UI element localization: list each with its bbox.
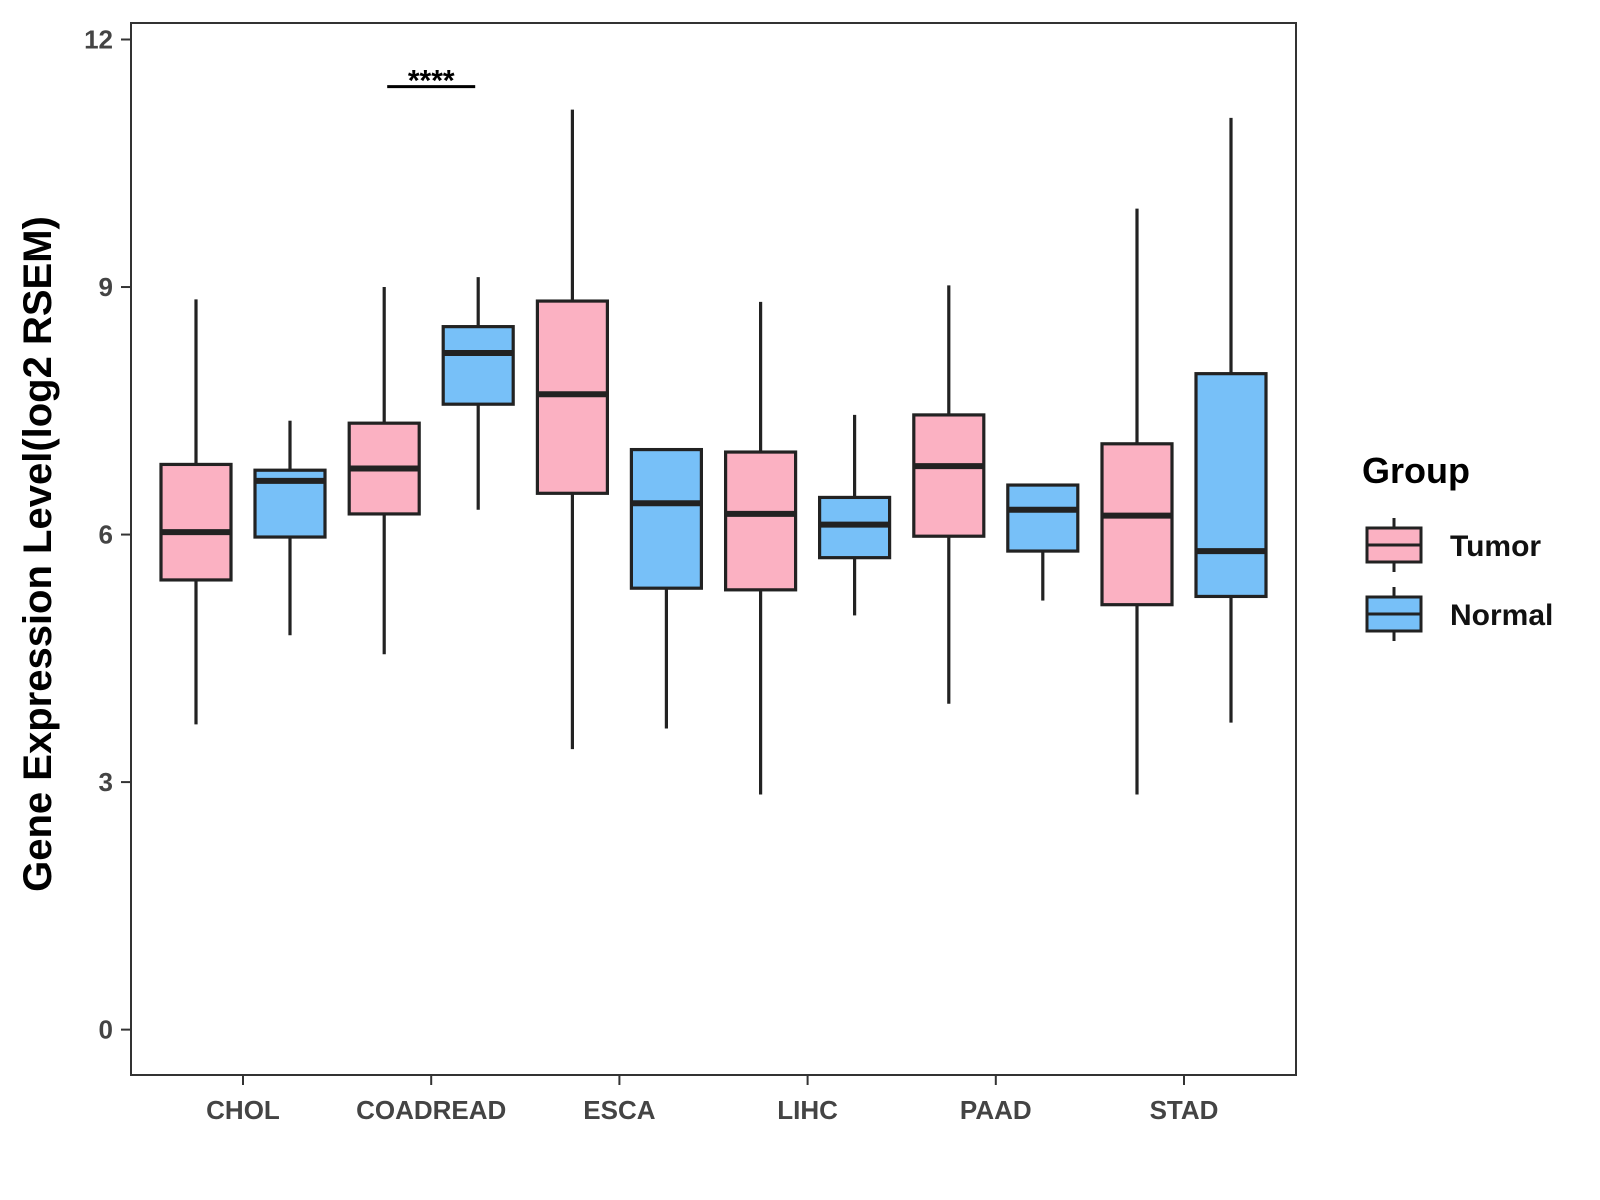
- box-normal-chol: [253, 420, 327, 636]
- box-normal-lihc: [817, 414, 892, 616]
- legend-item-normal: Normal: [1365, 587, 1553, 641]
- box-iqr: [912, 413, 986, 538]
- box-tumor-lihc: [723, 301, 798, 795]
- y-tick-label: 3: [99, 767, 113, 797]
- box-tumor-stad: [1100, 208, 1174, 795]
- box-normal-coadread: [441, 277, 515, 510]
- annotation-layer: ****: [387, 65, 476, 98]
- legend-label: Normal: [1450, 599, 1553, 632]
- significance-label: ****: [408, 65, 455, 98]
- legend-item-tumor: Tumor: [1365, 518, 1541, 572]
- y-axis-title: Gene Expression Level(log2 RSEM): [16, 216, 60, 892]
- box-tumor-coadread: [347, 287, 421, 655]
- box-iqr: [1100, 442, 1174, 607]
- x-tick-label-lihc: LIHC: [777, 1095, 838, 1125]
- box-iqr: [159, 462, 233, 582]
- y-tick-label: 6: [99, 520, 113, 550]
- box-normal-stad: [1194, 117, 1268, 723]
- box-iqr: [723, 450, 798, 592]
- legend: Group Tumor Normal: [1362, 450, 1553, 641]
- x-tick-label-paad: PAAD: [960, 1095, 1032, 1125]
- plot-layer: [130, 22, 1297, 1076]
- axis-layer: 0 3 6 9 12 CHOL COADREAD ESCA LIHC PAAD STAD: [84, 25, 1218, 1125]
- legend-title: Group: [1362, 450, 1470, 491]
- box-layer: [159, 109, 1268, 795]
- x-tick-label-stad: STAD: [1150, 1095, 1219, 1125]
- x-tick-label-coadread: COADREAD: [356, 1095, 506, 1125]
- box-iqr: [1194, 372, 1268, 599]
- box-iqr: [1006, 483, 1080, 553]
- box-tumor-chol: [159, 299, 233, 725]
- box-normal-paad: [1006, 483, 1080, 601]
- legend-label: Tumor: [1450, 530, 1541, 563]
- box-tumor-paad: [912, 285, 986, 704]
- box-iqr: [441, 325, 515, 406]
- plot-panel-border: [130, 22, 1297, 1076]
- box-iqr: [629, 447, 704, 590]
- x-tick-label-chol: CHOL: [206, 1095, 280, 1125]
- x-tick-label-esca: ESCA: [583, 1095, 655, 1125]
- y-tick-label: 9: [99, 272, 113, 302]
- box-tumor-esca: [535, 109, 610, 750]
- y-tick-label: 12: [84, 25, 113, 55]
- y-tick-label: 0: [99, 1015, 113, 1045]
- box-normal-esca: [629, 447, 704, 729]
